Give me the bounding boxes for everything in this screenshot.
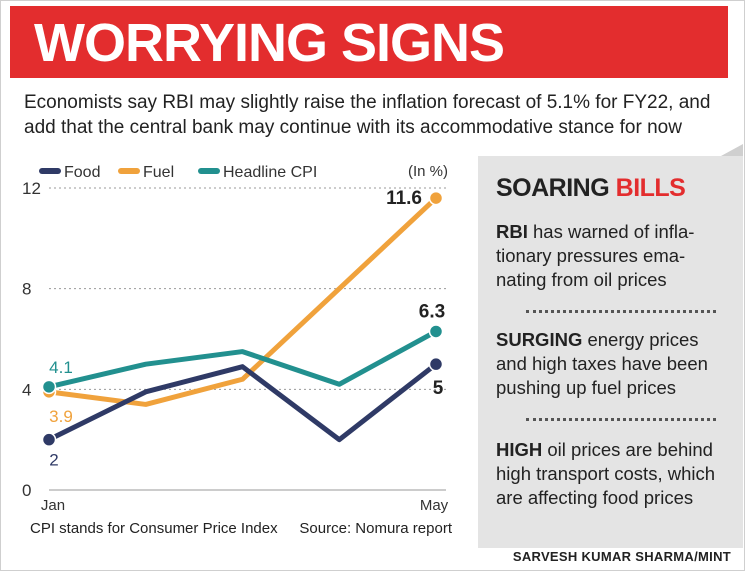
data-point [41, 379, 57, 395]
data-point [428, 356, 444, 372]
line-chart: 0 4 8 12 Jan May CPI stands for Consumer Price… [22, 163, 453, 537]
y-tick-label: 0 [22, 481, 31, 500]
sidebar-heading-dark: SOARING [496, 174, 610, 202]
data-label-food-start: 2 [49, 451, 58, 470]
sidebar-item-high: HIGH oil prices are behind high transpor… [496, 438, 728, 510]
sidebar-heading-red: BILLS [615, 174, 686, 202]
x-tick-label: May [420, 497, 449, 514]
sidebar-item-text: high transport costs, which [496, 463, 716, 484]
sidebar-item-lead: RBI [496, 221, 528, 242]
chart-area: 0 4 8 12 Jan May CPI stands for Consumer Price… [18, 158, 476, 538]
sidebar-heading: SOARING BILLS [496, 174, 686, 203]
series-line-food [46, 361, 439, 443]
legend-label: Headline CPI [223, 164, 317, 181]
unit-label: (In %) [408, 163, 448, 180]
data-label-fuel-end: 11.6 [386, 188, 422, 209]
chart-footnote: CPI stands for Consumer Price Index [30, 520, 278, 537]
data-point [41, 432, 57, 447]
sidebar-item-lead: HIGH [496, 439, 543, 460]
sidebar-item-text: nating from oil prices [496, 269, 667, 290]
chart-source: Source: Nomura report [299, 520, 452, 537]
sidebar-item-text: oil prices are behind [542, 439, 713, 460]
sidebar-panel: SOARING BILLS RBI has warned of infla- t… [478, 144, 743, 548]
sidebar-item-text: and high taxes have been [496, 353, 708, 374]
y-tick-label: 12 [22, 179, 41, 198]
sidebar-item-text: are affecting food prices [496, 487, 694, 508]
series-line-fuel [46, 195, 439, 407]
sidebar-item-lead: SURGING [496, 329, 583, 350]
x-tick-label: Jan [41, 497, 65, 514]
sidebar-item-surging: SURGING energy prices and high taxes hav… [496, 328, 728, 400]
subtitle: Economists say RBI may slightly raise th… [24, 92, 711, 138]
sidebar-divider [526, 310, 716, 313]
data-point [428, 324, 444, 339]
data-label-food-end: 5 [433, 378, 444, 399]
credit-line: SARVESH KUMAR SHARMA/MINT [512, 549, 731, 564]
data-point [428, 190, 444, 206]
sidebar-fold [721, 144, 743, 156]
y-tick-label: 8 [22, 280, 31, 299]
data-label-fuel-start: 3.9 [49, 407, 73, 426]
series-line-headline-cpi [46, 328, 439, 390]
sidebar-item-text: tionary pressures ema- [496, 245, 686, 266]
sidebar-item-rbi: RBI has warned of infla- tionary pressur… [496, 220, 728, 292]
sidebar-item-text: pushing up fuel prices [496, 377, 676, 398]
legend-label: Fuel [143, 164, 174, 181]
data-label-cpi-start: 4.1 [49, 358, 73, 377]
data-label-cpi-end: 6.3 [419, 301, 445, 322]
page-title: WORRYING SIGNS [34, 13, 505, 73]
sidebar-divider [526, 418, 716, 421]
sidebar-item-text: has warned of infla- [527, 221, 695, 242]
title-banner: WORRYING SIGNS [10, 6, 728, 78]
legend-label: Food [64, 164, 100, 181]
sidebar-item-text: energy prices [582, 329, 699, 350]
y-tick-label: 4 [22, 380, 31, 399]
